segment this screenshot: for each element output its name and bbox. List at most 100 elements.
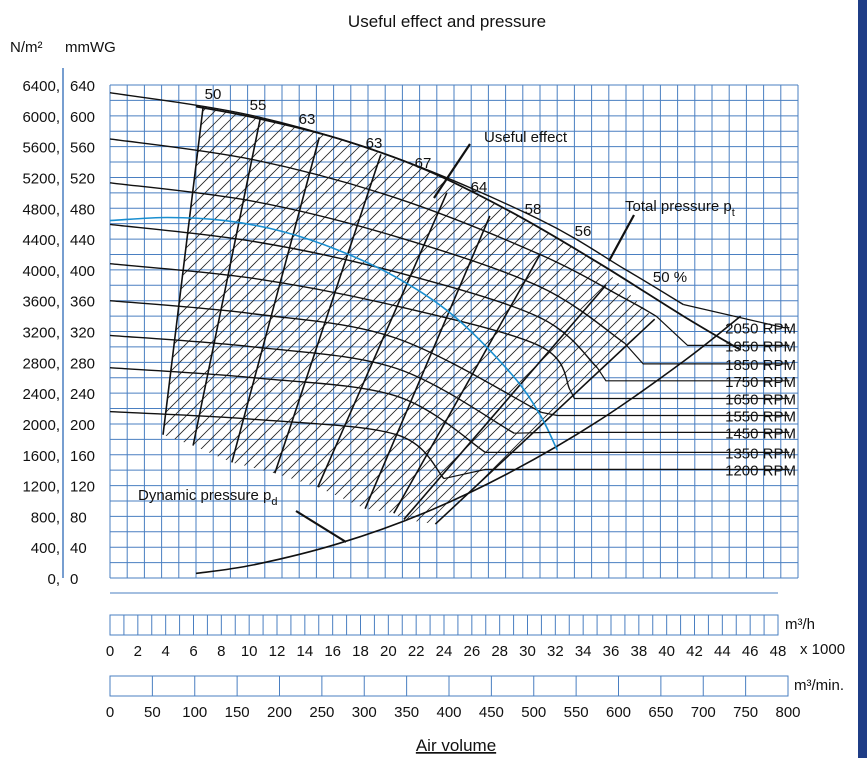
rpm-label: 1550 RPM	[725, 408, 796, 425]
hatch-line	[840, 85, 867, 578]
hatch-line	[0, 85, 13, 578]
speed-curve	[109, 263, 571, 391]
y-tick-label-nm2: 4000,	[22, 263, 60, 280]
top-scale-unit: m³/h	[785, 616, 815, 633]
top-scale-tick-label: 44	[714, 643, 731, 660]
bottom-scale-tick-label: 450	[479, 704, 504, 721]
top-scale-tick-label: 4	[161, 643, 169, 660]
dynamic-pressure-curve	[195, 315, 742, 575]
y-tick-label-nm2: 2800,	[22, 355, 60, 372]
hatch-line	[163, 106, 482, 525]
hatch-line	[163, 106, 302, 525]
bottom-scale-unit: m³/min.	[794, 677, 844, 694]
y-tick-label-mmwg: 600	[70, 109, 95, 126]
hatch-line	[299, 106, 655, 525]
rpm-label: 1450 RPM	[725, 425, 796, 442]
y-tick-label-mmwg: 120	[70, 479, 95, 496]
efficiency-label: 67	[415, 155, 432, 172]
efficiency-label: 63	[299, 111, 316, 128]
top-scale-tick-label: 40	[658, 643, 675, 660]
hatch-line	[816, 85, 867, 578]
hatch-line	[311, 106, 655, 525]
hatch-line	[828, 85, 867, 578]
y-tick-label-mmwg: 640	[70, 78, 95, 95]
total-pressure-curve	[195, 105, 742, 351]
hatch-line	[163, 106, 470, 525]
rpm-leader-line	[624, 342, 790, 365]
speed-curve	[109, 182, 625, 344]
bottom-scale-tick-label: 650	[648, 704, 673, 721]
y-tick-label-mmwg: 40	[70, 540, 87, 557]
bottom-scale-tick-label: 200	[267, 704, 292, 721]
y-tick-label-nm2: 3600,	[22, 294, 60, 311]
hatch-line	[359, 106, 655, 525]
top-scale-tick-label: 14	[296, 643, 313, 660]
top-scale-tick-label: 16	[324, 643, 341, 660]
efficiency-label: 63	[366, 135, 383, 152]
y-tick-label-nm2: 5200,	[22, 170, 60, 187]
total-pressure-leader	[608, 214, 635, 262]
top-scale-tick-label: 6	[189, 643, 197, 660]
bottom-scale-tick-label: 100	[182, 704, 207, 721]
speed-curve	[109, 410, 445, 480]
rpm-label: 1650 RPM	[725, 392, 796, 409]
efficiency-label: 58	[525, 201, 542, 218]
top-scale-tick-label: 28	[491, 643, 508, 660]
rpm-label: 1350 RPM	[725, 445, 796, 462]
top-scale-tick-label: 0	[106, 643, 114, 660]
hatch-line	[163, 106, 374, 525]
top-scale-tick-label: 12	[269, 643, 286, 660]
speed-curve	[109, 223, 598, 369]
y-tick-label-nm2: 800,	[31, 509, 60, 526]
x-axis-label: Air volume	[416, 736, 496, 755]
hatch-line	[163, 106, 338, 525]
y-tick-label-nm2: 1600,	[22, 448, 60, 465]
top-scale-tick-label: 10	[241, 643, 258, 660]
efficiency-line	[317, 192, 448, 488]
bottom-scale-tick-label: 350	[394, 704, 419, 721]
top-scale-tick-label: 34	[575, 643, 592, 660]
bottom-scale-tick-label: 300	[352, 704, 377, 721]
hatch-line	[323, 106, 655, 525]
bottom-scale-tick-label: 550	[564, 704, 589, 721]
y-tick-label-mmwg: 480	[70, 201, 95, 218]
hatch-line	[371, 106, 655, 525]
rpm-label: 1850 RPM	[725, 357, 796, 374]
y-tick-label-mmwg: 240	[70, 386, 95, 403]
y-tick-label-nm2: 2000,	[22, 417, 60, 434]
y-tick-label-mmwg: 280	[70, 355, 95, 372]
speed-curve	[109, 300, 542, 414]
hatch-line	[163, 106, 350, 525]
efficiency-line	[393, 254, 541, 514]
y-tick-label-nm2: 400,	[31, 540, 60, 557]
bottom-scale-tick-label: 50	[144, 704, 161, 721]
right-axis-units: mmWG	[65, 39, 116, 56]
rpm-leader-line	[596, 367, 790, 382]
hatch-line	[0, 85, 25, 578]
y-tick-label-mmwg: 360	[70, 294, 95, 311]
rpm-leader-line	[569, 389, 790, 400]
y-tick-label-mmwg: 560	[70, 140, 95, 157]
efficiency-line	[434, 318, 656, 525]
bottom-scale-tick-label: 250	[309, 704, 334, 721]
y-tick-label-nm2: 1200,	[22, 479, 60, 496]
efficiency-label: 56	[575, 223, 592, 240]
efficiency-line	[192, 117, 262, 446]
hatch-line	[163, 106, 386, 525]
rpm-leader-line	[655, 315, 790, 346]
top-scale-tick-label: 2	[134, 643, 142, 660]
hatch-line	[852, 85, 867, 578]
y-tick-label-mmwg: 0	[70, 571, 78, 588]
x-scales: 0 2 4 6 8 10 12 14 16 18 20 22 24 26 28 30 32 34 36 38 40 42 4…	[106, 592, 801, 721]
y-tick-label-nm2: 4400,	[22, 232, 60, 249]
hatch-line	[263, 106, 655, 525]
top-scale-tick-label: 32	[547, 643, 564, 660]
top-scale-tick-label: 36	[603, 643, 620, 660]
hatch-line	[163, 106, 434, 525]
hatch-line	[163, 106, 410, 525]
y-tick-label-mmwg: 400	[70, 263, 95, 280]
bottom-scale-tick-label: 500	[521, 704, 546, 721]
hatch-line	[275, 106, 655, 525]
